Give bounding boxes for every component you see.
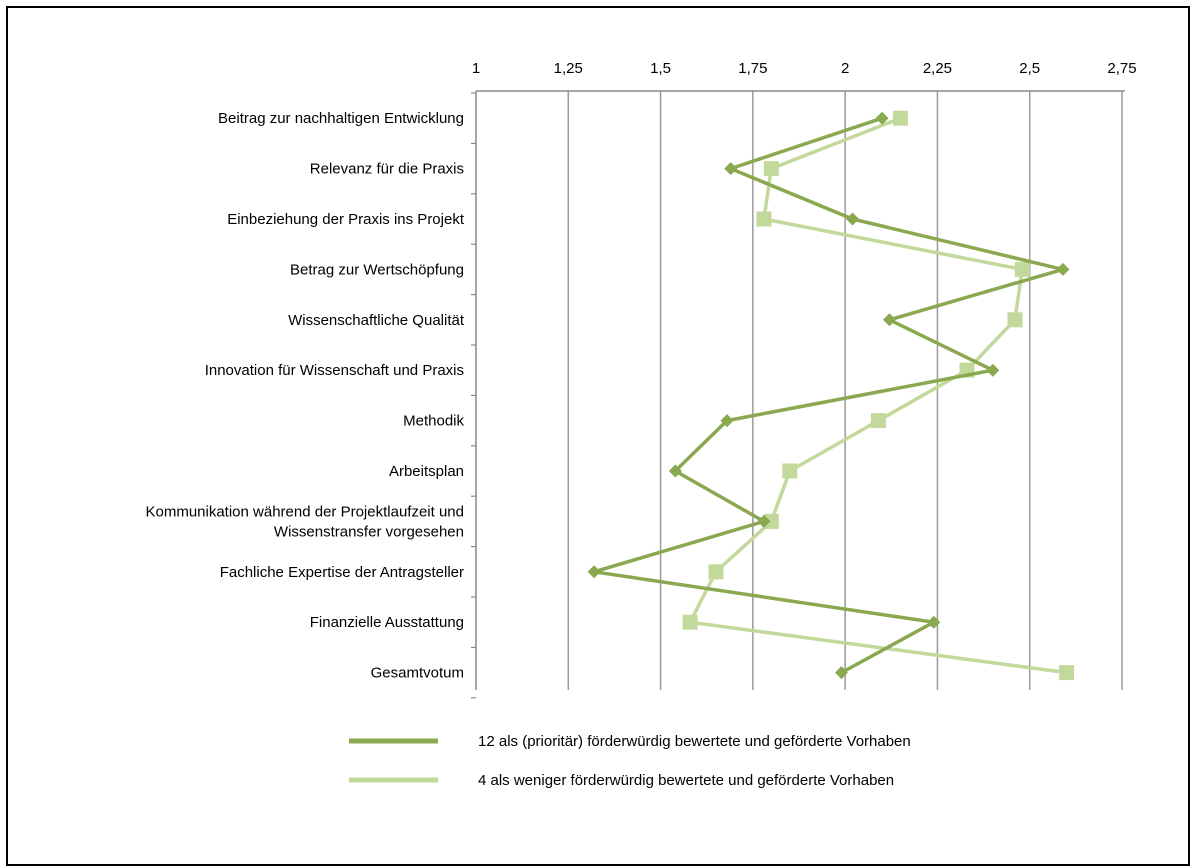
- data-point-diamond: [1056, 262, 1070, 276]
- data-point-square: [893, 110, 909, 126]
- data-point-diamond: [724, 162, 738, 176]
- data-point-square: [1014, 261, 1030, 277]
- x-tick-label: 1,5: [650, 60, 671, 77]
- category-label: Kommunikation während der Projektlaufzei…: [145, 503, 464, 540]
- category-label: Gesamtvotum: [371, 665, 464, 682]
- category-label: Fachliche Expertise der Antragsteller: [220, 564, 464, 581]
- x-tick-label: 1,75: [738, 60, 767, 77]
- x-tick-label: 1,25: [554, 60, 583, 77]
- x-tick-label: 1: [472, 60, 480, 77]
- x-tick-label: 2,5: [1019, 60, 1040, 77]
- data-point-square: [763, 161, 779, 177]
- category-label: Relevanz für die Praxis: [310, 161, 464, 178]
- data-point-square: [708, 564, 724, 580]
- data-point-square: [682, 614, 698, 630]
- data-point-square: [1059, 665, 1075, 681]
- category-label: Einbeziehung der Praxis ins Projekt: [227, 211, 465, 228]
- category-label: Innovation für Wissenschaft und Praxis: [205, 362, 464, 379]
- chart: 1 1,25 1,5 1,75 2 2,25 2,5 2,75 Beitrag zur nac…: [145, 60, 1136, 789]
- x-tick-label: 2: [841, 60, 849, 77]
- category-label: Wissenschaftliche Qualität: [288, 312, 465, 329]
- data-point-diamond: [757, 514, 771, 528]
- data-point-square: [1007, 312, 1023, 328]
- data-point-diamond: [882, 313, 896, 327]
- data-point-diamond: [875, 111, 889, 125]
- chart-frame: [6, 6, 1190, 866]
- series-line-2: [688, 116, 1067, 675]
- data-point-diamond: [846, 212, 860, 226]
- category-label: Methodik: [403, 413, 464, 430]
- x-tick-label: 2,75: [1107, 60, 1136, 77]
- data-point-diamond: [834, 666, 848, 680]
- series-line-1: [592, 116, 1065, 675]
- data-point-diamond: [986, 363, 1000, 377]
- legend-label-1: 12 als (prioritär) förderwürdig bewertet…: [478, 733, 911, 750]
- data-point-square: [782, 463, 798, 479]
- data-point-diamond: [927, 615, 941, 629]
- data-point-diamond: [587, 565, 601, 579]
- data-point-diamond: [668, 464, 682, 478]
- category-label: Betrag zur Wertschöpfung: [290, 261, 464, 278]
- category-label: Beitrag zur nachhaltigen Entwicklung: [218, 110, 464, 127]
- category-label: Finanzielle Ausstattung: [310, 614, 464, 631]
- data-point-square: [870, 413, 886, 429]
- data-point-diamond: [720, 414, 734, 428]
- data-point-square: [756, 211, 772, 227]
- data-point-square: [763, 513, 779, 529]
- x-tick-label: 2,25: [923, 60, 952, 77]
- category-label: Arbeitsplan: [389, 463, 464, 480]
- legend-label-2: 4 als weniger förderwürdig bewertete und…: [478, 772, 894, 789]
